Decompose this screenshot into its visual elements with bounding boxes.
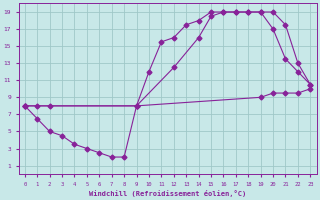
X-axis label: Windchill (Refroidissement éolien,°C): Windchill (Refroidissement éolien,°C) — [89, 190, 246, 197]
